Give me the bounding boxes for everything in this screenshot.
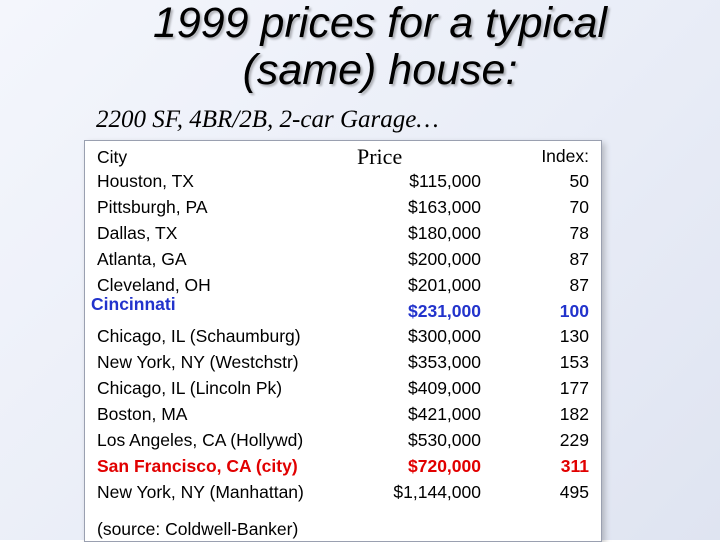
row-index: 78 <box>569 223 589 243</box>
row-city: Boston, MA <box>97 404 188 424</box>
row-city: Atlanta, GA <box>97 249 187 269</box>
row-city: Pittsburgh, PA <box>97 197 208 217</box>
price-table: City Price Index: Houston, TX $115,000 5… <box>84 140 602 542</box>
row-city: Dallas, TX <box>97 223 178 243</box>
row-price: $421,000 <box>408 404 481 424</box>
row-index: 177 <box>559 378 589 398</box>
row-price: $163,000 <box>408 197 481 217</box>
row-city-highlight: San Francisco, CA (city) <box>97 456 298 476</box>
row-index: 495 <box>559 482 589 502</box>
row-price: $200,000 <box>408 249 481 269</box>
row-index: 130 <box>559 326 589 346</box>
row-city: New York, NY (Manhattan) <box>97 482 304 502</box>
row-index: 229 <box>559 430 589 450</box>
row-index: 87 <box>569 249 589 269</box>
title-line-2: (same) house: <box>242 46 518 95</box>
row-index: 182 <box>559 404 589 424</box>
row-index: 87 <box>569 275 589 295</box>
header-price: Price <box>357 144 403 169</box>
row-city: Los Angeles, CA (Hollywd) <box>97 430 304 450</box>
header-city: City <box>97 147 128 167</box>
row-price-highlight: $231,000 <box>408 301 481 321</box>
title-line-1: 1999 prices for a typical <box>152 0 608 47</box>
row-price: $115,000 <box>409 171 481 191</box>
row-index: 70 <box>569 197 589 217</box>
row-price-highlight: $720,000 <box>408 456 481 476</box>
slide-title: 1999 prices for a typical (same) house: <box>60 0 700 95</box>
row-index: 153 <box>559 352 589 372</box>
row-city: Cleveland, OH <box>97 275 211 295</box>
row-price: $353,000 <box>408 352 481 372</box>
row-price: $409,000 <box>408 378 481 398</box>
row-city-highlight: Cincinnati <box>91 294 176 314</box>
source-note: (source: Coldwell-Banker) <box>97 519 299 539</box>
row-city: Houston, TX <box>97 171 194 191</box>
house-spec-subtitle: 2200 SF, 4BR/2B, 2-car Garage… <box>96 106 439 133</box>
row-price: $180,000 <box>408 223 481 243</box>
row-price: $201,000 <box>408 275 481 295</box>
row-city: Chicago, IL (Lincoln Pk) <box>97 378 283 398</box>
row-price: $530,000 <box>408 430 481 450</box>
row-city: New York, NY (Westchstr) <box>97 352 299 372</box>
header-index: Index: <box>541 146 589 166</box>
row-city: Chicago, IL (Schaumburg) <box>97 326 301 346</box>
row-index-highlight: 100 <box>559 301 589 321</box>
row-price: $1,144,000 <box>393 482 481 502</box>
row-index-highlight: 311 <box>560 456 589 476</box>
row-price: $300,000 <box>408 326 481 346</box>
row-index: 50 <box>569 171 589 191</box>
